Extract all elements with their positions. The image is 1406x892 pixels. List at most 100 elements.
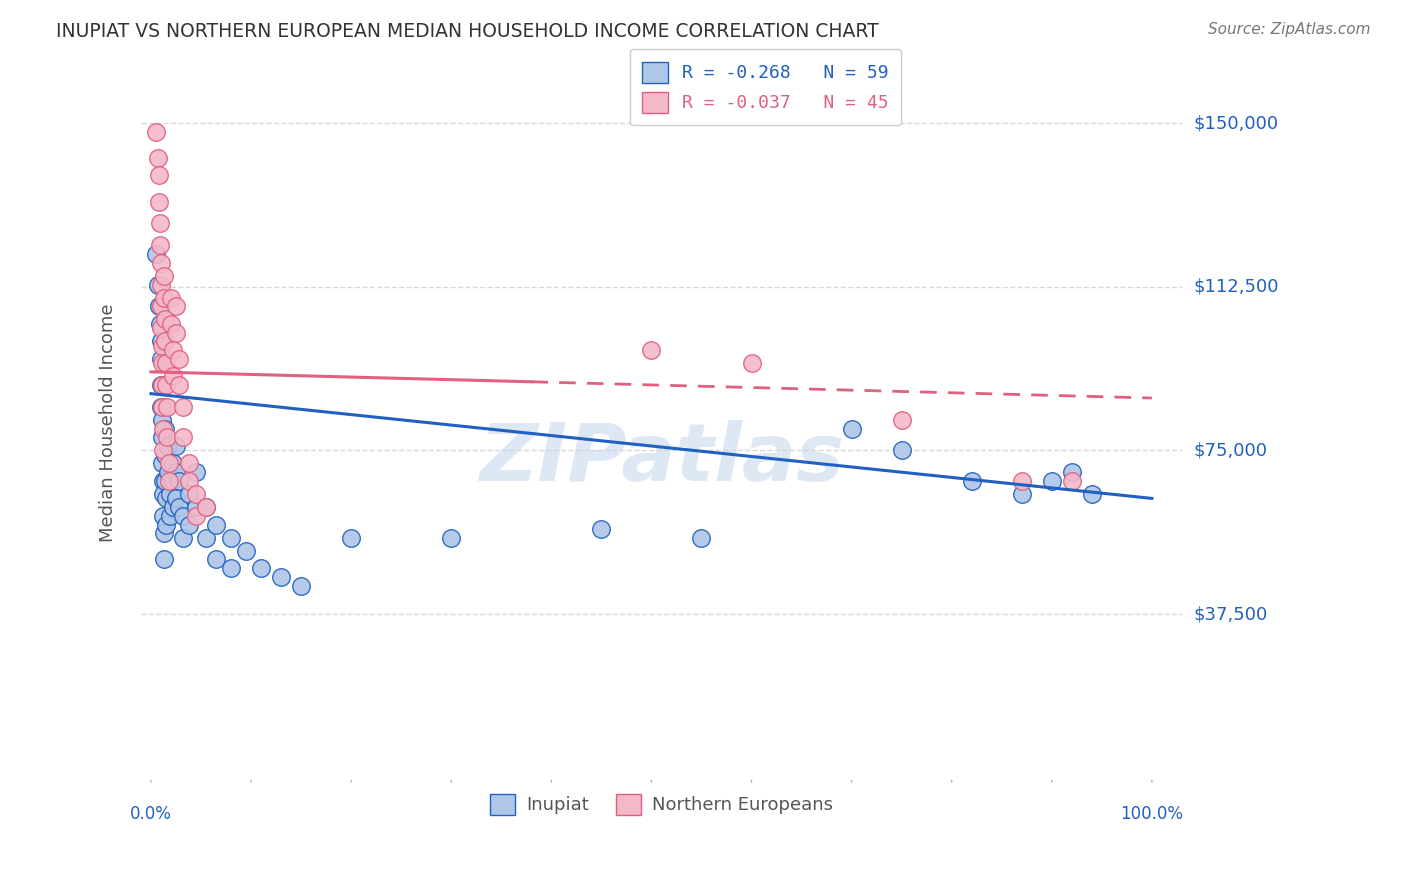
Point [159, 487, 181, 501]
Point [155, 378, 177, 392]
Point [177, 474, 200, 488]
Point [162, 474, 184, 488]
Point [157, 474, 180, 488]
Point [153, 448, 176, 462]
Point [155, 491, 177, 506]
Point [156, 430, 179, 444]
Point [146, 277, 169, 292]
Point [890, 443, 912, 458]
Point [172, 400, 194, 414]
Point [165, 299, 187, 313]
Point [340, 531, 363, 545]
Point [195, 531, 218, 545]
Point [1040, 474, 1063, 488]
Point [150, 413, 173, 427]
Point [153, 334, 176, 349]
Point [146, 151, 169, 165]
Point [165, 326, 187, 340]
Point [219, 561, 242, 575]
Point [153, 421, 176, 435]
Point [205, 552, 228, 566]
Point [167, 474, 190, 488]
Point [591, 522, 613, 536]
Point [250, 561, 273, 575]
Point [177, 457, 200, 471]
Point [153, 526, 176, 541]
Point [150, 321, 173, 335]
Point [195, 500, 218, 515]
Text: 0.0%: 0.0% [129, 805, 172, 823]
Point [153, 291, 176, 305]
Point [1060, 465, 1083, 479]
Point [150, 400, 173, 414]
Legend: Inupiat, Northern Europeans: Inupiat, Northern Europeans [482, 787, 841, 822]
Point [184, 508, 207, 523]
Point [155, 356, 177, 370]
Point [440, 531, 463, 545]
Point [160, 317, 183, 331]
Point [165, 491, 187, 506]
Point [145, 125, 167, 139]
Point [150, 356, 173, 370]
Point [149, 317, 172, 331]
Point [153, 312, 176, 326]
Point [1011, 487, 1033, 501]
Point [160, 291, 183, 305]
Text: $75,000: $75,000 [1194, 442, 1267, 459]
Point [149, 238, 172, 252]
Point [150, 430, 173, 444]
Point [150, 378, 173, 392]
Point [640, 343, 662, 357]
Point [153, 268, 176, 283]
Text: $37,500: $37,500 [1194, 605, 1267, 623]
Point [157, 457, 180, 471]
Point [153, 474, 176, 488]
Point [184, 500, 207, 515]
Y-axis label: Median Household Income: Median Household Income [100, 304, 117, 542]
Point [290, 579, 312, 593]
Point [156, 439, 179, 453]
Point [153, 552, 176, 566]
Point [150, 457, 173, 471]
Point [162, 500, 184, 515]
Point [152, 443, 174, 458]
Point [150, 299, 173, 313]
Text: $112,500: $112,500 [1194, 277, 1278, 296]
Point [177, 487, 200, 501]
Point [1060, 474, 1083, 488]
Point [960, 474, 983, 488]
Point [150, 378, 173, 392]
Point [172, 508, 194, 523]
Point [270, 570, 292, 584]
Point [155, 517, 177, 532]
Point [148, 299, 170, 313]
Point [172, 430, 194, 444]
Point [184, 487, 207, 501]
Point [172, 531, 194, 545]
Point [148, 169, 170, 183]
Point [152, 487, 174, 501]
Point [150, 334, 173, 349]
Point [205, 517, 228, 532]
Point [145, 247, 167, 261]
Text: INUPIAT VS NORTHERN EUROPEAN MEDIAN HOUSEHOLD INCOME CORRELATION CHART: INUPIAT VS NORTHERN EUROPEAN MEDIAN HOUS… [56, 22, 879, 41]
Point [167, 378, 190, 392]
Point [219, 531, 242, 545]
Point [152, 421, 174, 435]
Point [152, 474, 174, 488]
Point [184, 465, 207, 479]
Text: 100.0%: 100.0% [1121, 805, 1184, 823]
Point [150, 256, 173, 270]
Point [150, 351, 173, 366]
Point [150, 400, 173, 414]
Point [841, 421, 863, 435]
Point [1081, 487, 1104, 501]
Point [195, 500, 218, 515]
Point [165, 439, 187, 453]
Point [159, 508, 181, 523]
Point [162, 457, 184, 471]
Point [177, 517, 200, 532]
Text: Source: ZipAtlas.com: Source: ZipAtlas.com [1208, 22, 1371, 37]
Point [1011, 474, 1033, 488]
Text: ZIPatlas: ZIPatlas [479, 419, 844, 498]
